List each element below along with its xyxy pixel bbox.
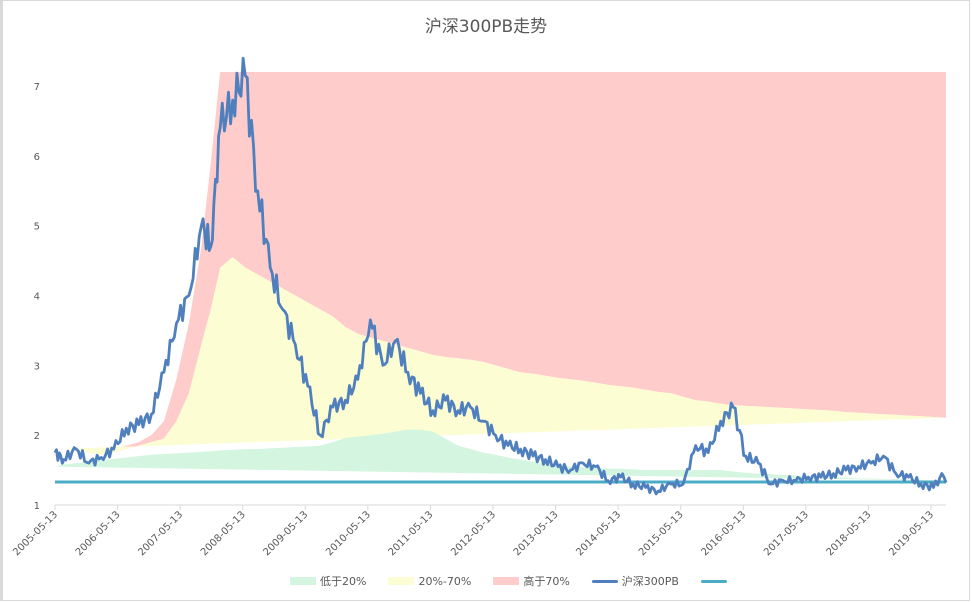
legend-label: 低于20% [320, 575, 367, 588]
x-tick-label: 2011-05-13 [387, 509, 436, 558]
x-tick-label: 2010-05-13 [324, 509, 373, 558]
x-tick-label: 2015-05-13 [637, 509, 686, 558]
legend-swatch-mid [388, 577, 415, 585]
y-tick-label: 2 [34, 431, 40, 442]
x-tick-label: 2008-05-13 [199, 509, 248, 558]
x-tick-label: 2013-05-13 [512, 509, 561, 558]
y-tick-label: 7 [34, 82, 40, 93]
legend-label: 沪深300PB [621, 575, 679, 588]
legend-label: 20%-70% [418, 574, 472, 588]
legend-label: 高于70% [523, 575, 570, 588]
legend-item-high[interactable]: 高于70% [493, 573, 570, 589]
x-tick-label: 2018-05-13 [825, 509, 874, 558]
legend-item-pb[interactable]: 沪深300PB [591, 573, 679, 589]
y-tick-label: 6 [34, 152, 40, 163]
legend-item-low[interactable]: 低于20% [290, 573, 366, 589]
y-tick-label: 5 [34, 222, 40, 233]
pb-line [53, 56, 948, 496]
x-tick-label: 2014-05-13 [574, 509, 623, 558]
area-20-70 [55, 257, 946, 455]
x-tick-label: 2016-05-13 [700, 509, 749, 558]
chart-title: 沪深300PB走势 [424, 17, 548, 37]
legend-swatch-high [493, 577, 520, 585]
legend-swatch-low [290, 577, 316, 585]
data-lines [53, 56, 948, 496]
legend-item-ref[interactable] [700, 579, 731, 583]
area-low-20 [55, 429, 934, 481]
legend-line-ref [700, 579, 727, 583]
x-tick-label: 2012-05-13 [449, 509, 498, 558]
y-tick-label: 4 [34, 292, 40, 303]
x-tick-label: 2017-05-13 [762, 509, 811, 558]
band-areas [55, 72, 946, 481]
legend-line-pb [591, 579, 618, 583]
x-tick-label: 2007-05-13 [136, 509, 185, 558]
y-tick-label: 1 [34, 501, 40, 512]
x-tick-label: 2006-05-13 [74, 509, 123, 558]
area-high-70 [55, 72, 946, 455]
legend-item-mid[interactable]: 20%-70% [388, 575, 471, 588]
x-tick-label: 2005-05-13 [11, 509, 60, 558]
x-tick-label: 2009-05-13 [262, 509, 311, 558]
x-tick-label: 2019-05-13 [887, 509, 936, 558]
chart-legend: 低于20% 20%-70% 高于70% 沪深300PB [290, 573, 753, 589]
y-tick-label: 3 [34, 361, 40, 372]
